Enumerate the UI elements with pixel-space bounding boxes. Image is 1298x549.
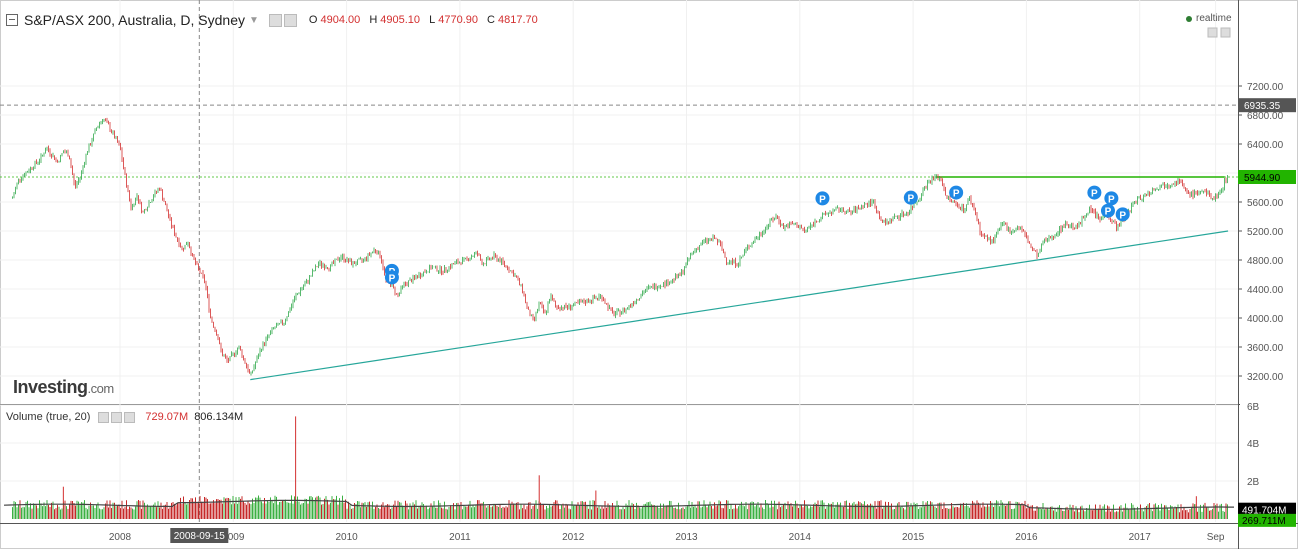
- volume-gear-icon[interactable]: [111, 411, 123, 423]
- price-tick-label: 5200.00: [1247, 227, 1284, 238]
- time-tick-label: 2013: [675, 532, 698, 543]
- investing-logo: Investing.com: [13, 377, 114, 398]
- low-label: L: [429, 14, 436, 26]
- current-price-badge: [1238, 169, 1296, 184]
- time-tick-label: 2017: [1129, 532, 1152, 543]
- volume-value-1: 729.07M: [145, 411, 189, 423]
- price-tick-label: 7200.00: [1247, 82, 1284, 93]
- time-tick-label: 2008: [109, 532, 132, 543]
- volume-last-badge: [1238, 513, 1296, 527]
- price-tick-label: 3200.00: [1247, 372, 1284, 383]
- high-badge: [1238, 98, 1296, 113]
- marker-label: P: [1091, 189, 1098, 200]
- marker-group: P: [1104, 191, 1119, 206]
- symbol-title[interactable]: S&P/ASX 200, Australia, D, Sydney: [24, 12, 246, 28]
- time-tick-label: 2010: [335, 532, 358, 543]
- marker-group: P: [384, 270, 399, 285]
- price-tick-label: 4800.00: [1247, 256, 1284, 267]
- marker-group: P: [949, 185, 964, 200]
- marker-label: P: [1108, 194, 1115, 205]
- volume-close-icon[interactable]: [124, 411, 136, 423]
- marker-label: P: [1105, 207, 1112, 218]
- candles-group: [12, 117, 1228, 376]
- time-tick-label: 2009: [222, 532, 245, 543]
- time-tick-label: 2014: [789, 532, 812, 543]
- high-value: 4905.10: [380, 14, 421, 26]
- price-tick-label: 6800.00: [1247, 111, 1284, 122]
- volume-last-label: 269.711M: [1242, 516, 1286, 527]
- marker-group: P: [903, 190, 918, 205]
- time-tick-label: 2015: [902, 532, 925, 543]
- collapse-icon[interactable]: [6, 14, 18, 26]
- marker-group: P: [1100, 203, 1115, 218]
- marker-group: P: [1115, 207, 1130, 222]
- logo-main: Investing: [13, 377, 88, 397]
- realtime-indicator: realtime: [1186, 13, 1232, 24]
- gear-icon[interactable]: [283, 13, 297, 27]
- crosshair-date-badge: [170, 528, 229, 543]
- price-tick-label: 5600.00: [1247, 198, 1284, 209]
- marker-p-icon: [949, 185, 964, 200]
- volume-tick-label: 2B: [1247, 477, 1260, 488]
- volume-avg-badge: [1238, 502, 1296, 516]
- marker-p-icon: [1104, 191, 1119, 206]
- marker-p-icon: [1115, 207, 1130, 222]
- current-price-label: 5944.90: [1244, 173, 1281, 184]
- scale-icon[interactable]: [1207, 27, 1218, 38]
- volume-label[interactable]: Volume (true, 20): [6, 411, 91, 423]
- marker-group: P: [1087, 185, 1102, 200]
- volume-avg-label: 491.704M: [1242, 506, 1286, 517]
- high-label: H: [369, 14, 378, 26]
- marker-p-icon: [384, 270, 399, 285]
- marker-label: P: [389, 273, 396, 284]
- volume-tick-label: 6B: [1247, 402, 1260, 413]
- volume-average-line: [3, 499, 1234, 510]
- crosshair-date-label: 2008-09-15: [174, 531, 226, 542]
- marker-label: P: [907, 194, 914, 205]
- price-tick-label: 4400.00: [1247, 285, 1284, 296]
- high-badge-label: 6935.35: [1244, 101, 1281, 112]
- open-label: O: [308, 14, 318, 26]
- close-label: C: [487, 14, 495, 26]
- status-dot-icon: [1186, 15, 1192, 22]
- marker-label: P: [1119, 210, 1126, 221]
- price-tick-label: 6400.00: [1247, 140, 1284, 151]
- volume-tick-label: 4B: [1247, 439, 1260, 450]
- volume-header: Volume (true, 20) 729.07M 806.134M: [6, 411, 243, 423]
- marker-p-icon: [1100, 203, 1115, 218]
- chart-header: S&P/ASX 200, Australia, D, Sydney ▼ O 490…: [6, 10, 544, 30]
- ohlc-readout: O 4904.00 H 4905.10 L 4770.90 C 4817.70: [309, 14, 544, 26]
- price-tick-label: 3600.00: [1247, 343, 1284, 354]
- chevron-down-icon[interactable]: ▼: [249, 14, 259, 26]
- settings-icon[interactable]: [268, 13, 282, 27]
- price-tick-label: 4000.00: [1247, 314, 1284, 325]
- volume-value-2: 806.134M: [194, 411, 244, 423]
- marker-p-icon: [1087, 185, 1102, 200]
- time-tick-label: 2012: [562, 532, 585, 543]
- trendline: [250, 230, 1229, 381]
- marker-group: P: [815, 191, 830, 206]
- time-tick-label: 2011: [449, 532, 471, 543]
- marker-label: P: [819, 194, 826, 205]
- marker-p-icon: [903, 190, 918, 205]
- alert-icon[interactable]: [1220, 27, 1231, 38]
- time-tick-label: 2016: [1015, 532, 1038, 543]
- realtime-label: realtime: [1196, 13, 1232, 24]
- marker-label: P: [953, 189, 960, 200]
- low-value: 4770.90: [438, 14, 478, 26]
- time-tick-label: Sep: [1207, 532, 1225, 543]
- logo-suffix: .com: [87, 381, 115, 396]
- marker-p-icon: [815, 191, 830, 206]
- volume-settings-icon[interactable]: [98, 411, 110, 423]
- open-value: 4904.00: [320, 14, 361, 26]
- close-value: 4817.70: [498, 14, 538, 26]
